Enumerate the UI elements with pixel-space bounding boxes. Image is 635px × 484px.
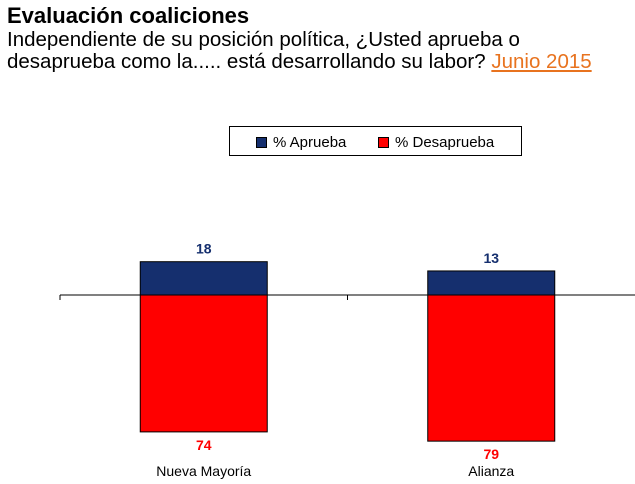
legend-item-desaprueba: % Desaprueba <box>378 134 494 151</box>
bar-aprueba <box>427 270 556 296</box>
data-label-aprueba: 13 <box>483 250 499 266</box>
bar-desaprueba <box>139 294 268 433</box>
legend-swatch-aprueba <box>256 137 267 148</box>
question-body: Independiente de su posición política, ¿… <box>7 28 520 73</box>
date-link[interactable]: Junio 2015 <box>491 50 592 73</box>
legend-swatch-desaprueba <box>378 137 389 148</box>
data-label-desaprueba: 74 <box>196 437 212 453</box>
category-label: Nueva Mayoría <box>156 463 251 479</box>
legend-label-desaprueba: % Desaprueba <box>395 134 495 151</box>
category-label: Alianza <box>468 463 514 479</box>
question-text: Independiente de su posición política, ¿… <box>7 29 633 73</box>
chart-legend: % Aprueba % Desaprueba <box>229 126 522 156</box>
chart-title: Evaluación coaliciones <box>7 3 250 28</box>
data-label-aprueba: 18 <box>196 241 212 257</box>
legend-item-aprueba: % Aprueba <box>256 134 346 151</box>
bar-aprueba <box>139 261 268 296</box>
legend-label-aprueba: % Aprueba <box>273 134 347 151</box>
bar-desaprueba <box>427 294 556 442</box>
data-label-desaprueba: 79 <box>483 446 499 462</box>
